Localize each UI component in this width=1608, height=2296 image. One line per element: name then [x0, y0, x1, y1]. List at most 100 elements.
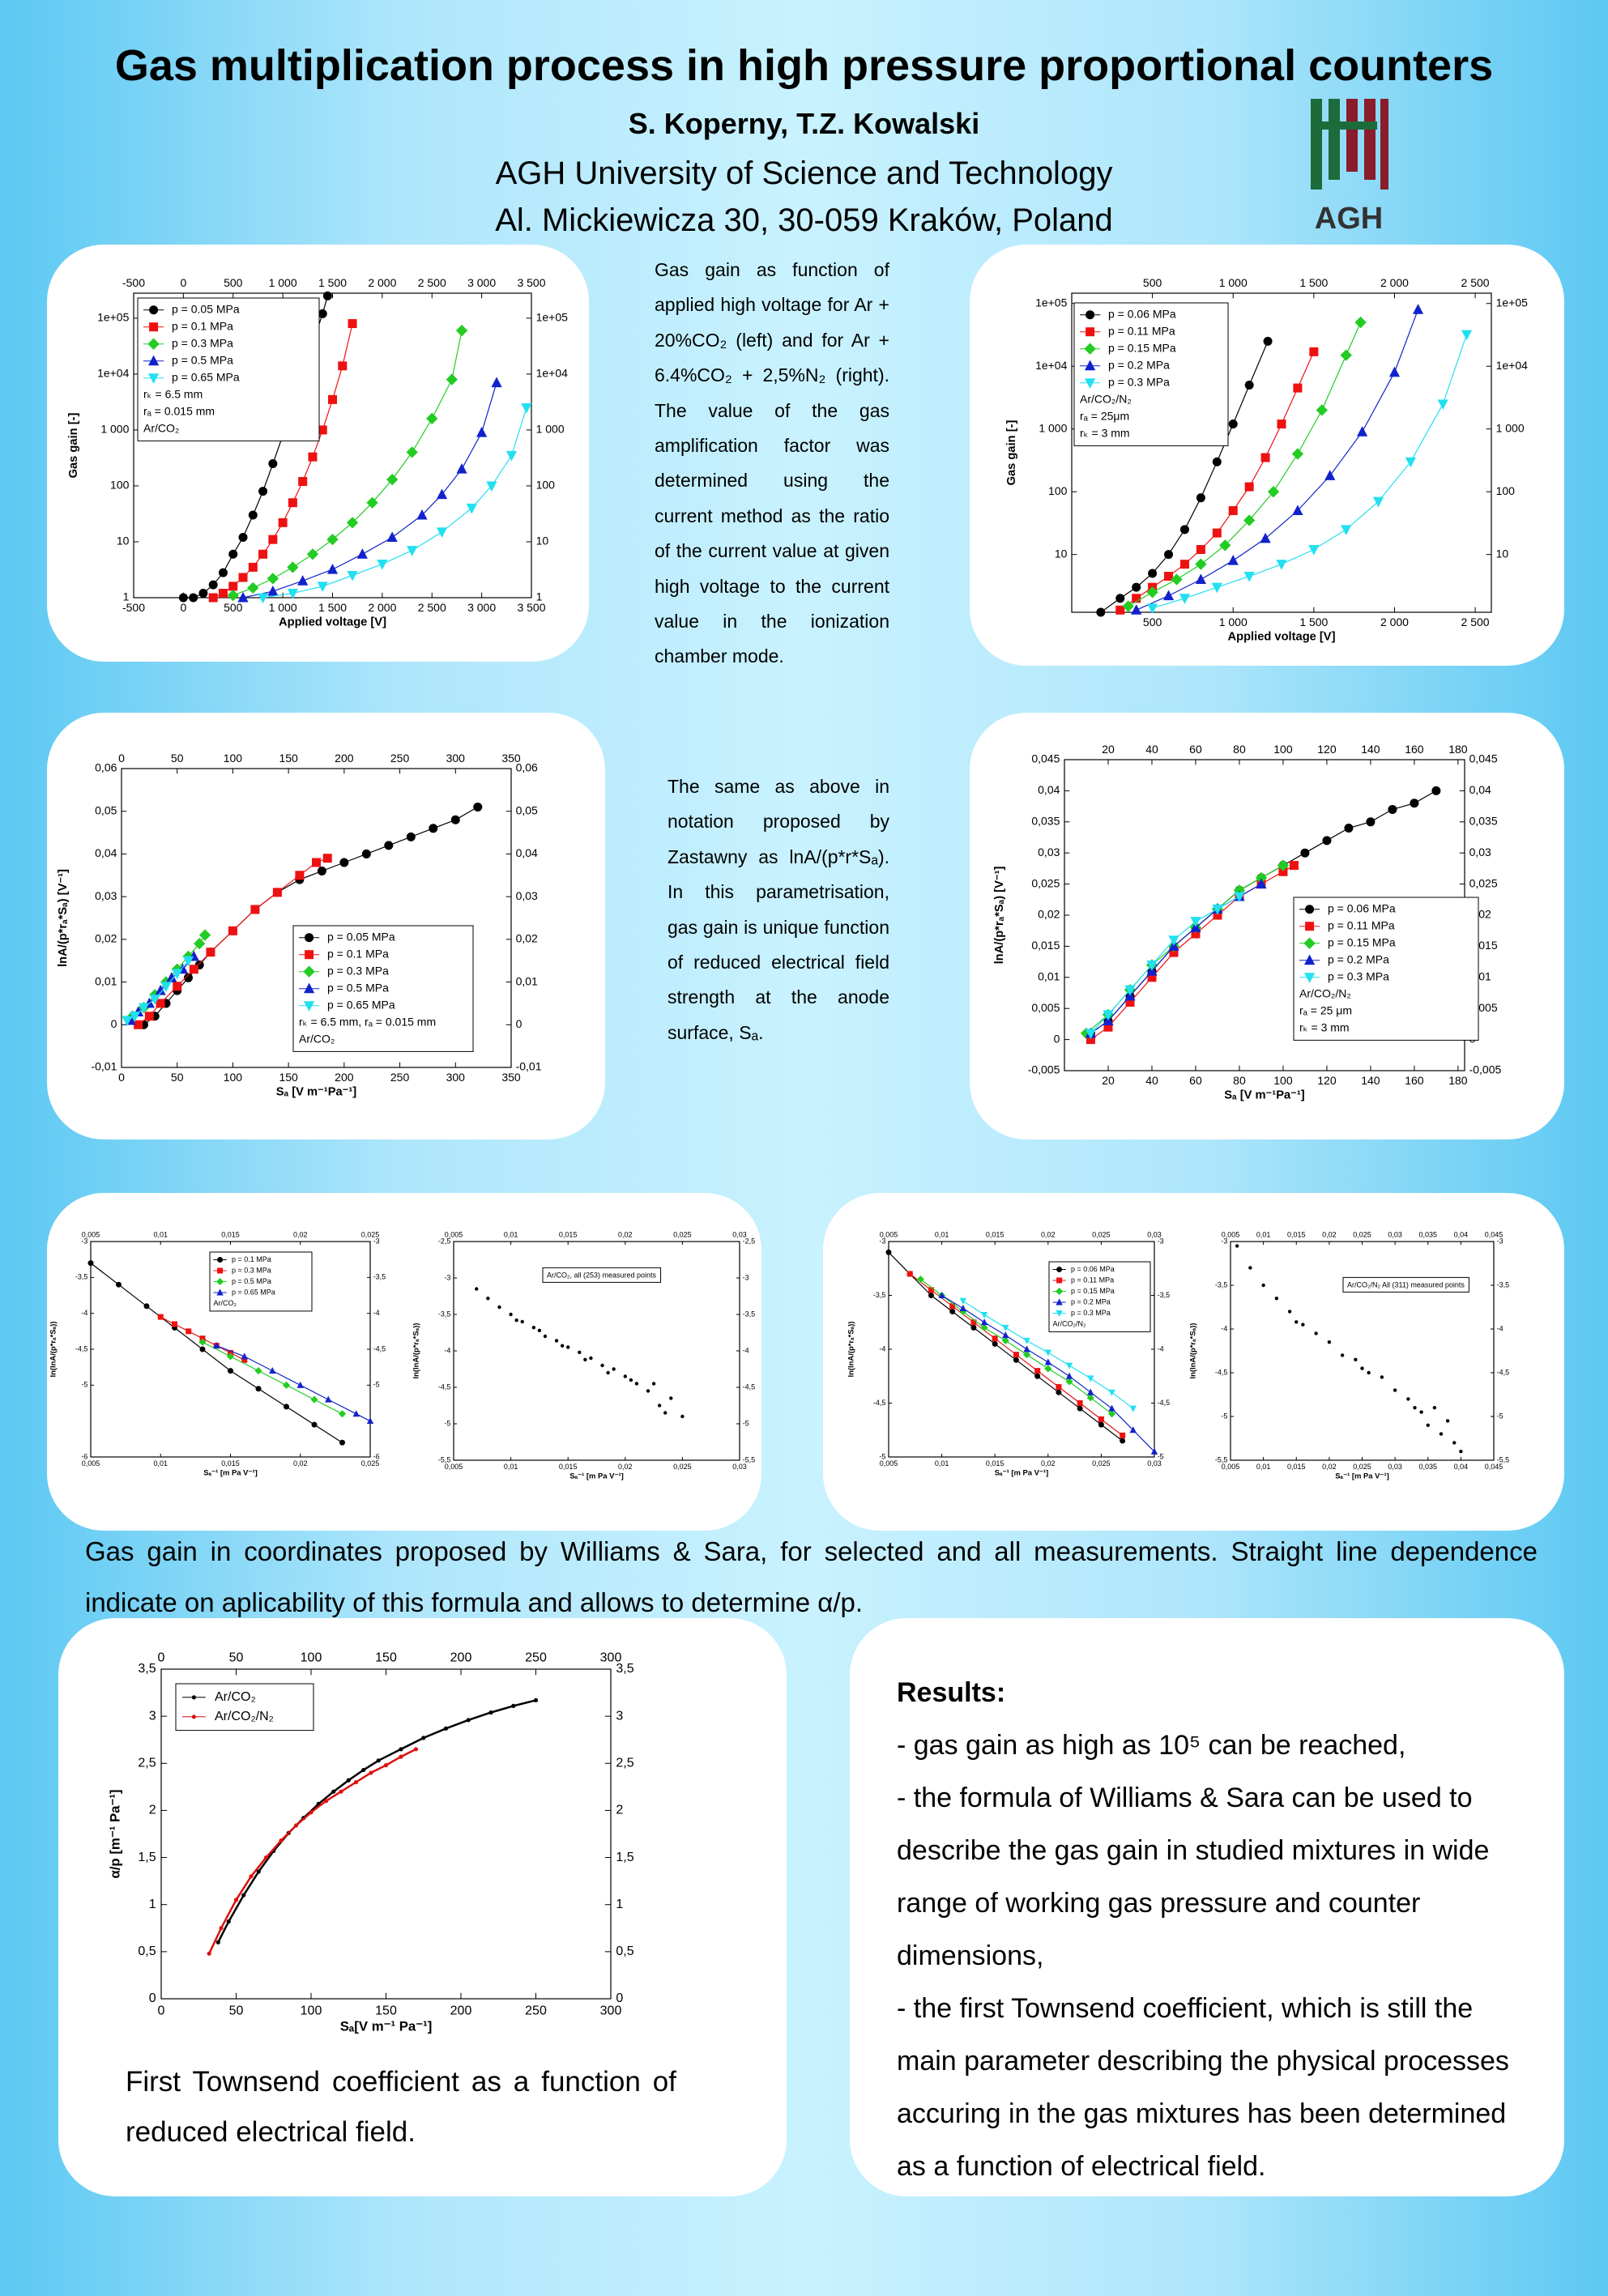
x-tick-label: 300 — [600, 1651, 622, 1665]
point — [208, 580, 218, 590]
y-tick-label: 0,04 — [1469, 783, 1491, 796]
x-tick-label: 0,005 — [880, 1231, 898, 1239]
y-tick-label: -4,5 — [1215, 1368, 1228, 1376]
point — [1459, 1450, 1463, 1454]
legend-box — [175, 1683, 314, 1732]
legend-marker — [217, 1256, 224, 1263]
x-tick-label: 0,04 — [1454, 1231, 1469, 1239]
point — [511, 1703, 516, 1708]
y-tick-label: 0,03 — [95, 889, 117, 902]
y-tick-label: -0,005 — [1028, 1063, 1060, 1076]
point — [446, 373, 458, 386]
point — [533, 1698, 539, 1702]
point — [1327, 1340, 1332, 1344]
point — [348, 319, 357, 329]
point — [1147, 603, 1158, 614]
y-tick-label: 0,02 — [95, 932, 117, 945]
point — [1080, 1027, 1093, 1040]
point — [309, 1810, 313, 1815]
legend-marker — [1085, 378, 1096, 389]
x-tick-label: 0,005 — [1222, 1231, 1240, 1239]
point — [970, 1324, 977, 1331]
point — [143, 1303, 150, 1310]
x-tick-label: 1 500 — [318, 276, 347, 289]
point — [1287, 1310, 1292, 1314]
y-tick-label: -4,5 — [373, 1344, 386, 1352]
x-tick-label: 1 000 — [1219, 616, 1248, 628]
x-tick-label: 0,025 — [361, 1231, 380, 1239]
y-tick-label: 0,045 — [1469, 752, 1498, 765]
y-axis-label: lnA/(p*rₐ*Sₐ) [V⁻¹] — [57, 869, 70, 967]
x-tick-label: 0,03 — [732, 1463, 747, 1471]
point — [1044, 1358, 1051, 1365]
panel — [823, 1193, 1564, 1531]
x-tick-label: 500 — [1143, 276, 1162, 289]
point — [1147, 973, 1157, 982]
y-tick-label: -3,5 — [873, 1291, 886, 1299]
x-tick-label: 0,015 — [559, 1463, 578, 1471]
x-tick-label: 250 — [525, 1651, 547, 1665]
x-tick-label: 0,015 — [986, 1459, 1004, 1467]
y-tick-label: -4,5 — [438, 1382, 451, 1391]
legend-marker — [148, 373, 160, 384]
x-tick-label: 0,02 — [1322, 1463, 1337, 1471]
point — [680, 1414, 685, 1419]
x-tick-label: 0,015 — [986, 1231, 1004, 1239]
point — [1002, 1324, 1009, 1331]
y-tick-label: 1e+04 — [1035, 359, 1068, 372]
point — [386, 531, 398, 543]
x-tick-label: 3 500 — [517, 601, 545, 614]
x-tick-label: 50 — [171, 1071, 184, 1084]
point — [1341, 525, 1352, 535]
y-tick-label: 2 — [616, 1804, 623, 1817]
legend-label: p = 0.5 MPa — [232, 1277, 271, 1285]
legend-label: p = 0.65 MPa — [232, 1288, 275, 1296]
legend-label: p = 0.3 MPa — [172, 336, 233, 349]
y-tick-label: -3,5 — [373, 1273, 386, 1281]
point — [426, 412, 438, 424]
series-line — [920, 1279, 1112, 1415]
legend-marker — [191, 1695, 196, 1700]
y-tick-label: 0,035 — [1031, 815, 1060, 828]
point — [1171, 573, 1183, 586]
x-tick-label: 0,015 — [559, 1231, 578, 1239]
point — [238, 573, 248, 582]
logo: AGH — [1311, 99, 1388, 236]
legend-marker — [305, 950, 314, 960]
y-tick-label: 0 — [149, 1991, 156, 2005]
x-tick-label: -500 — [122, 601, 145, 614]
point — [1276, 560, 1287, 570]
y-tick-label: 1 — [149, 1898, 156, 1911]
point — [297, 575, 309, 586]
point — [970, 1319, 977, 1326]
point — [1344, 823, 1354, 833]
point — [1002, 1331, 1009, 1339]
legend-label: p = 0.05 MPa — [172, 302, 240, 315]
y-tick-label: -5,5 — [438, 1455, 451, 1463]
y-tick-label: -4 — [743, 1346, 749, 1354]
williams-sara-caption: Gas gain in coordinates proposed by Will… — [85, 1536, 1538, 1617]
y-tick-label: -4 — [444, 1346, 450, 1354]
result-item: - gas gain as high as 10⁵ can be reached… — [897, 1730, 1406, 1761]
x-tick-label: 40 — [1145, 743, 1158, 756]
point — [1228, 420, 1238, 429]
point — [554, 1339, 559, 1343]
point — [241, 1357, 248, 1363]
point — [1235, 1244, 1239, 1248]
point — [116, 1281, 122, 1288]
y-tick-label: -5,5 — [1497, 1455, 1510, 1463]
y-tick-label: -2,5 — [743, 1237, 756, 1245]
x-tick-label: 100 — [224, 1071, 243, 1084]
point — [657, 1404, 662, 1408]
point — [1227, 555, 1239, 565]
y-tick-label: 1 — [536, 590, 543, 603]
x-tick-label: 0,01 — [935, 1459, 949, 1467]
x-axis-label: Sₐ⁻¹ [m Pa V⁻¹] — [995, 1468, 1049, 1477]
y-tick-label: 3,5 — [138, 1662, 156, 1676]
point — [606, 1370, 610, 1375]
y-tick-label: 0,06 — [95, 761, 117, 774]
point — [651, 1382, 656, 1386]
x-tick-label: 0,025 — [1092, 1459, 1111, 1467]
x-tick-label: 0,025 — [1092, 1231, 1111, 1239]
point — [1044, 1365, 1052, 1373]
